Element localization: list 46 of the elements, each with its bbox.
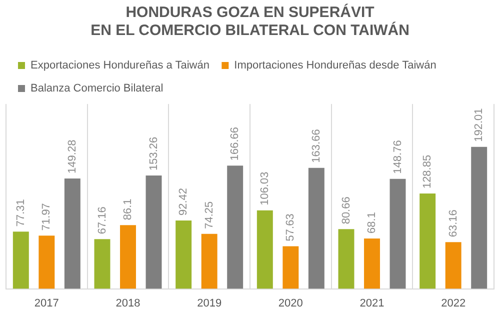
data-label: 92.42 [178, 188, 190, 216]
data-label: 128.85 [422, 154, 434, 189]
chart-title: HONDURAS GOZA EN SUPERÁVIT EN EL COMERCIO BILATERAL CON TAIWÁN [90, 3, 410, 40]
data-label: 74.25 [203, 201, 216, 229]
bar [176, 220, 192, 289]
data-label: 77.31 [14, 199, 27, 227]
bar [38, 236, 55, 289]
bar [201, 234, 218, 289]
bar [338, 229, 354, 289]
legend-label: Balanza Comercio Bilateral [30, 82, 164, 95]
data-label: 166.66 [229, 126, 242, 161]
data-label: 153.26 [148, 136, 160, 171]
bar [282, 246, 299, 289]
x-tick-label: 2017 [34, 297, 59, 310]
data-label: 192.01 [473, 108, 486, 142]
legend-label: Exportaciones Hondureñas a Taiwán [30, 60, 210, 72]
x-tick-label: 2020 [278, 297, 303, 310]
bar [64, 178, 80, 289]
data-label: 86.1 [122, 198, 134, 220]
data-label: 163.66 [310, 129, 322, 163]
bar [390, 178, 406, 289]
x-tick-label: 2022 [441, 297, 466, 310]
bar [445, 242, 462, 289]
bar [256, 210, 273, 289]
data-label: 71.97 [40, 203, 53, 231]
bar [420, 194, 436, 289]
bar [308, 168, 324, 289]
bar [146, 176, 162, 289]
data-label: 63.16 [447, 210, 460, 238]
x-tick-label: 2018 [116, 297, 140, 310]
data-label: 80.66 [340, 196, 352, 224]
data-label: 57.63 [284, 214, 297, 242]
data-label: 149.28 [66, 140, 78, 174]
data-label: 68.1 [366, 212, 378, 234]
bar [94, 239, 110, 289]
data-label: 106.03 [258, 172, 271, 206]
bar [227, 166, 244, 289]
bar [12, 232, 29, 289]
data-label: 67.16 [96, 206, 108, 234]
legend-label: Importaciones Hondureñas desde Taiwán [234, 60, 436, 72]
bar [471, 146, 488, 289]
bar [120, 225, 136, 289]
x-tick-label: 2019 [197, 297, 222, 310]
data-label: 148.76 [392, 140, 404, 174]
bar [364, 238, 380, 289]
x-tick-label: 2021 [360, 297, 384, 310]
